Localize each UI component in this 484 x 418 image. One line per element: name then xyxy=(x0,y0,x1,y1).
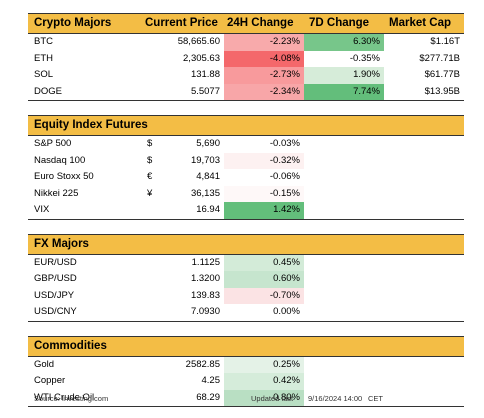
updated-label: Updated last xyxy=(251,394,294,403)
asset-name: GBP/USD xyxy=(34,273,77,284)
24h-change-header: 24H Change xyxy=(227,17,294,29)
commodity-row: Copper 4.25 0.42% xyxy=(28,373,464,390)
equity-row: Nasdaq 100 $19,703 -0.32% xyxy=(28,152,464,169)
market-table: Crypto Majors Current Price 24H Change 7… xyxy=(28,13,464,407)
asset-name: ETH xyxy=(34,52,53,64)
asset-change: -0.70% xyxy=(224,287,304,304)
index-name: VIX xyxy=(34,204,50,215)
currency-symbol: $ xyxy=(147,138,153,149)
currency-symbol: € xyxy=(147,171,153,182)
index-change: -0.06% xyxy=(224,169,304,186)
asset-price: 7.0930 xyxy=(190,306,220,317)
updated-time: 9/16/2024 14:00 xyxy=(308,394,363,403)
fx-row: USD/JPY 139.83 -0.70% xyxy=(28,287,464,304)
24h-change: -2.23% xyxy=(224,34,304,51)
market-cap-header: Market Cap xyxy=(389,17,451,29)
asset-name: DOGE xyxy=(34,85,62,97)
asset-name: Gold xyxy=(34,358,55,370)
equity-section-header: Equity Index Futures xyxy=(28,115,464,136)
source-note: Source: Investing.com xyxy=(34,394,109,403)
7d-change: 7.74% xyxy=(304,83,384,100)
index-name: Nikkei 225 xyxy=(34,187,79,199)
asset-change: 0.45% xyxy=(224,254,304,271)
asset-price: 139.83 xyxy=(190,289,220,301)
7d-change: -0.35% xyxy=(304,50,384,67)
24h-change: -2.73% xyxy=(224,67,304,84)
crypto-row: ETH 2,305.63 -4.08% -0.35% $277.71B xyxy=(28,50,464,67)
asset-name: USD/JPY xyxy=(34,289,75,301)
current-price: 2,305.63 xyxy=(183,52,220,64)
index-name: Euro Stoxx 50 xyxy=(34,171,94,182)
7d-change-header: 7D Change xyxy=(309,17,370,29)
current-price: 5.5077 xyxy=(190,85,220,97)
current-price: 131.88 xyxy=(190,69,220,80)
7d-change: 1.90% xyxy=(304,67,384,84)
current-price-header: Current Price xyxy=(145,17,218,29)
currency-symbol: $ xyxy=(147,154,153,166)
24h-change: -2.34% xyxy=(224,83,304,100)
index-price: 16.94 xyxy=(196,204,220,215)
equity-row: Euro Stoxx 50 €4,841 -0.06% xyxy=(28,169,464,186)
crypto-row: DOGE 5.5077 -2.34% 7.74% $13.95B xyxy=(28,83,464,100)
asset-price: 1.1125 xyxy=(191,256,220,268)
index-price: 5,690 xyxy=(196,138,220,149)
asset-change: 0.25% xyxy=(224,356,304,373)
asset-price: 2582.85 xyxy=(185,358,220,370)
index-change: -0.32% xyxy=(224,152,304,169)
fx-row: GBP/USD 1.3200 0.60% xyxy=(28,271,464,288)
asset-name: USD/CNY xyxy=(34,306,77,317)
current-price: 58,665.60 xyxy=(177,36,220,47)
market-cap: $277.71B xyxy=(419,52,460,64)
crypto-section-header: Crypto Majors Current Price 24H Change 7… xyxy=(28,13,464,34)
asset-price: 4.25 xyxy=(201,375,221,386)
timezone: CET xyxy=(368,394,383,403)
equity-section-title: Equity Index Futures xyxy=(34,119,148,131)
commodities-section-title: Commodities xyxy=(34,339,107,352)
index-price: 36,135 xyxy=(190,187,220,199)
commodities-section-header: Commodities xyxy=(28,335,464,357)
asset-name: BTC xyxy=(34,36,53,47)
crypto-row: SOL 131.88 -2.73% 1.90% $61.77B xyxy=(28,67,464,84)
market-cap: $61.77B xyxy=(424,69,460,80)
7d-change: 6.30% xyxy=(304,34,384,51)
asset-name: Copper xyxy=(34,375,66,386)
asset-change: 0.42% xyxy=(224,373,304,390)
index-change: 1.42% xyxy=(224,202,304,219)
asset-change: 0.00% xyxy=(224,304,304,321)
index-change: -0.15% xyxy=(224,185,304,202)
equity-row: Nikkei 225 ¥36,135 -0.15% xyxy=(28,185,464,202)
24h-change: -4.08% xyxy=(224,50,304,67)
equity-row: VIX 16.94 1.42% xyxy=(28,202,464,219)
index-price: 4,841 xyxy=(196,171,220,182)
commodity-row: Gold 2582.85 0.25% xyxy=(28,356,464,373)
commodity-row: WTI Crude Oil 68.29 0.80% xyxy=(28,389,464,406)
asset-price: 68.29 xyxy=(196,391,220,403)
fx-section-title: FX Majors xyxy=(34,237,89,250)
asset-name: EUR/USD xyxy=(34,256,77,268)
asset-change: 0.60% xyxy=(224,271,304,288)
index-name: S&P 500 xyxy=(34,138,72,149)
market-cap: $13.95B xyxy=(424,85,460,97)
asset-name: SOL xyxy=(34,69,54,80)
index-price: 19,703 xyxy=(190,154,220,166)
fx-row: USD/CNY 7.0930 0.00% xyxy=(28,304,464,321)
currency-symbol: ¥ xyxy=(147,187,153,199)
asset-change: 0.80% xyxy=(224,389,304,406)
asset-name: WTI Crude Oil xyxy=(34,391,95,403)
equity-row: S&P 500 $5,690 -0.03% xyxy=(28,136,464,153)
market-cap: $1.16T xyxy=(430,36,460,47)
index-change: -0.03% xyxy=(224,136,304,153)
fx-row: EUR/USD 1.1125 0.45% xyxy=(28,254,464,271)
asset-price: 1.3200 xyxy=(190,273,220,284)
fx-section-header: FX Majors xyxy=(28,233,464,255)
crypto-row: BTC 58,665.60 -2.23% 6.30% $1.16T xyxy=(28,34,464,51)
crypto-section-title: Crypto Majors xyxy=(34,17,112,29)
index-name: Nasdaq 100 xyxy=(34,154,86,166)
